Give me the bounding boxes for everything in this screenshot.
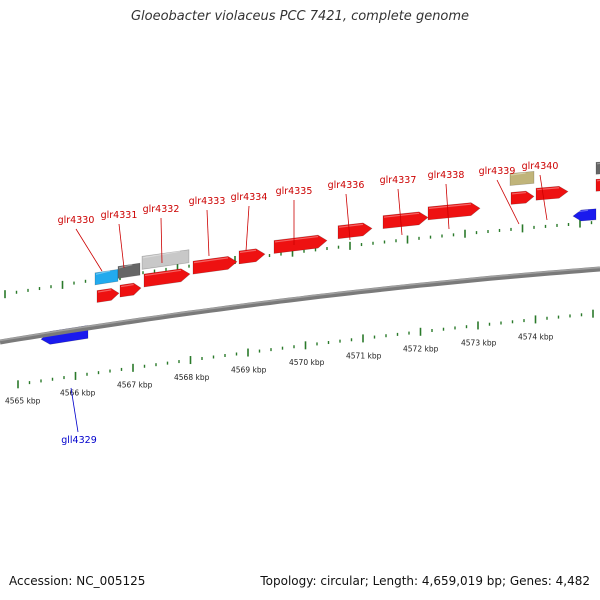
feature-light-gray — [141, 249, 190, 270]
scale-label: 4567 kbp — [117, 381, 153, 390]
scale-label: 4569 kbp — [231, 365, 267, 374]
genome-stats-text: Topology: circular; Length: 4,659,019 bp… — [260, 574, 590, 588]
gene-label-glr4334: glr4334 — [231, 192, 268, 203]
feature-edge-gray-shine — [596, 162, 600, 165]
gene-leader-line — [539, 174, 548, 221]
gene-label-glr4336: glr4336 — [328, 180, 365, 191]
gene-glr4336 — [337, 222, 373, 240]
gene-glr4331-body — [119, 282, 142, 298]
gene-glr4333-shine — [193, 257, 229, 264]
gene-glr4338 — [427, 202, 481, 221]
feature-light-gray-body — [141, 249, 190, 270]
genome-backbone — [0, 266, 600, 345]
gene-leader-line — [245, 205, 250, 252]
gene-glr4330-shine — [97, 289, 112, 293]
gene-label-glr4331: glr4331 — [101, 210, 138, 221]
gene-label-glr4333: glr4333 — [189, 196, 226, 207]
gene-glr4338-shine — [428, 203, 472, 210]
gene-glr4330-body — [96, 288, 120, 303]
gene-glr4340-shine — [536, 187, 560, 191]
gene-label-group: glr4330 glr4331 glr4332 glr4333 glr4334 glr43… — [58, 161, 559, 446]
gene-glr4339-shine — [511, 191, 527, 195]
gene-glr4335 — [273, 234, 328, 254]
gene-reverse-edge-shine — [573, 209, 589, 213]
gene-glr4337 — [382, 211, 429, 230]
scale-label: 4571 kbp — [346, 351, 382, 360]
feature-cyan-body — [94, 269, 119, 286]
gene-glr4338-body — [427, 202, 481, 221]
gene-leader-line — [445, 183, 450, 230]
gene-glr4337-body — [382, 211, 429, 230]
gene-glr4332 — [143, 268, 191, 288]
feature-olive — [509, 171, 535, 186]
backbone-line — [0, 266, 600, 345]
map-title: Gloeobacter violaceus PCC 7421, complete… — [130, 9, 470, 24]
gene-glr4334-shine — [239, 249, 257, 254]
gene-glr4332-body — [143, 268, 191, 288]
gene-glr4335-body — [273, 234, 328, 254]
gene-glr4334-body — [238, 248, 266, 265]
scale-label: 4570 kbp — [289, 358, 325, 367]
gene-glr4331-shine — [120, 283, 134, 288]
gene-leader-line — [75, 228, 103, 272]
upper-tick-track — [4, 219, 593, 299]
scale-label: 4573 kbp — [461, 338, 497, 347]
backbone-highlight — [0, 266, 600, 342]
gene-glr4331 — [119, 282, 142, 298]
feature-track — [40, 161, 600, 345]
gene-label-gll4329: gll4329 — [61, 435, 97, 446]
gene-glr4340 — [535, 185, 569, 201]
gene-leader-line — [496, 179, 520, 225]
gene-leader-line — [397, 188, 403, 236]
gene-label-glr4330: glr4330 — [58, 215, 95, 226]
gene-edge — [595, 178, 600, 192]
gene-glr4339 — [510, 190, 535, 205]
feature-dark-gray-shine — [118, 264, 133, 269]
gene-reverse-edge-body — [572, 208, 597, 222]
gene-leader-line — [345, 193, 351, 241]
gene-reverse-edge — [572, 208, 597, 222]
gene-leader-line — [70, 387, 79, 433]
gene-leader-line — [206, 209, 210, 257]
gene-edge-shine — [596, 179, 600, 182]
scale-label: 4566 kbp — [60, 389, 96, 398]
gene-label-glr4339: glr4339 — [479, 166, 516, 177]
feature-cyan-shine — [95, 270, 111, 275]
feature-cyan — [94, 269, 119, 286]
gene-edge-body — [595, 178, 600, 192]
scale-label: 4574 kbp — [518, 332, 554, 341]
scale-label-group: 4565 kbp 4566 kbp 4567 kbp 4568 kbp 4569 kbp… — [5, 332, 554, 405]
gene-glr4330 — [96, 288, 120, 303]
feature-edge-gray-body — [595, 161, 600, 175]
scale-label: 4568 kbp — [174, 373, 210, 382]
gene-glr4336-body — [337, 222, 373, 240]
gene-glr4336-shine — [338, 223, 364, 228]
feature-olive-shine — [510, 172, 526, 176]
gene-glr4340-body — [535, 185, 569, 201]
gene-leader-line — [160, 217, 163, 264]
lower-tick-track — [17, 309, 594, 389]
gene-glr4333-body — [192, 256, 238, 275]
gene-label-glr4337: glr4337 — [380, 175, 417, 186]
gene-label-glr4332: glr4332 — [143, 204, 180, 215]
gene-glr4335-shine — [274, 235, 319, 243]
gene-label-glr4340: glr4340 — [522, 161, 559, 172]
feature-edge-gray — [595, 161, 600, 175]
gene-glr4339-body — [510, 190, 535, 205]
gene-leader-line — [118, 223, 125, 269]
gene-glr4332-shine — [144, 269, 182, 277]
accession-text: Accession: NC_005125 — [9, 574, 146, 588]
feature-olive-body — [509, 171, 535, 186]
feature-dark-gray — [117, 262, 141, 279]
scale-label: 4572 kbp — [403, 345, 439, 354]
gene-glr4337-shine — [383, 212, 420, 218]
gene-label-glr4335: glr4335 — [276, 186, 313, 197]
gene-glr4334 — [238, 248, 266, 265]
gene-glr4333 — [192, 256, 238, 275]
gene-label-glr4338: glr4338 — [428, 170, 465, 181]
scale-label: 4565 kbp — [5, 397, 41, 406]
